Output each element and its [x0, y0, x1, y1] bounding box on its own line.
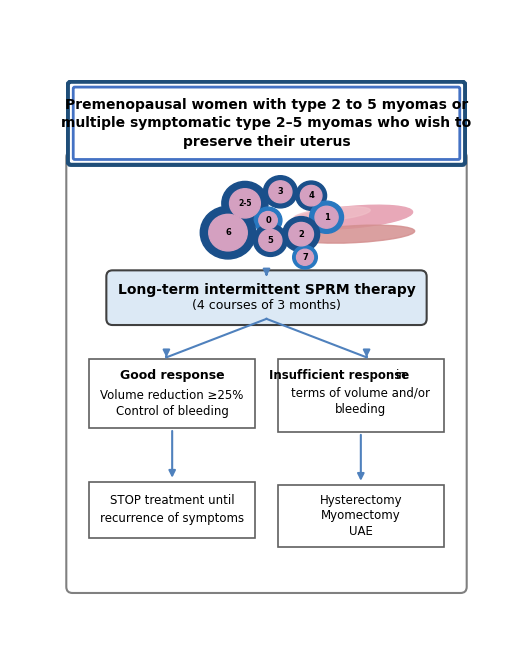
- Text: Premenopausal women with type 2 to 5 myomas or
multiple symptomatic type 2–5 myo: Premenopausal women with type 2 to 5 myo…: [61, 98, 472, 149]
- Text: bleeding: bleeding: [335, 403, 386, 416]
- Ellipse shape: [269, 181, 292, 203]
- Text: 0: 0: [265, 216, 271, 225]
- Ellipse shape: [293, 246, 317, 269]
- Ellipse shape: [295, 225, 414, 243]
- Text: (4 courses of 3 months): (4 courses of 3 months): [192, 299, 341, 312]
- Text: Hysterectomy: Hysterectomy: [319, 494, 402, 507]
- Text: 7: 7: [302, 253, 308, 262]
- Ellipse shape: [254, 207, 282, 234]
- FancyBboxPatch shape: [89, 359, 255, 428]
- Text: UAE: UAE: [349, 525, 373, 538]
- Ellipse shape: [296, 249, 314, 265]
- Text: terms of volume and/or: terms of volume and/or: [291, 386, 431, 399]
- Text: 2-5: 2-5: [238, 199, 252, 208]
- Ellipse shape: [296, 181, 327, 210]
- Text: recurrence of symptoms: recurrence of symptoms: [100, 512, 244, 525]
- Text: 3: 3: [278, 187, 283, 196]
- Ellipse shape: [200, 206, 256, 259]
- Text: 5: 5: [267, 236, 274, 244]
- FancyBboxPatch shape: [67, 151, 467, 593]
- Ellipse shape: [222, 182, 268, 225]
- Text: Control of bleeding: Control of bleeding: [116, 405, 229, 418]
- Text: Good response: Good response: [120, 369, 225, 382]
- Ellipse shape: [229, 189, 261, 218]
- Text: Volume reduction ≥25%: Volume reduction ≥25%: [100, 389, 244, 401]
- Text: Long-term intermittent SPRM therapy: Long-term intermittent SPRM therapy: [118, 283, 415, 297]
- Text: 4: 4: [308, 191, 314, 200]
- Ellipse shape: [259, 212, 277, 229]
- Ellipse shape: [289, 222, 314, 246]
- Ellipse shape: [283, 216, 320, 252]
- Ellipse shape: [315, 206, 338, 228]
- Ellipse shape: [309, 201, 344, 233]
- Ellipse shape: [259, 229, 282, 251]
- Text: 2: 2: [298, 230, 304, 238]
- FancyBboxPatch shape: [278, 359, 444, 432]
- FancyBboxPatch shape: [89, 482, 255, 538]
- Text: in: in: [395, 369, 406, 382]
- Ellipse shape: [290, 205, 412, 229]
- Text: 6: 6: [225, 228, 231, 237]
- Text: Myomectomy: Myomectomy: [321, 510, 401, 522]
- Text: Insufficient response: Insufficient response: [269, 369, 409, 382]
- Ellipse shape: [209, 214, 247, 251]
- FancyBboxPatch shape: [73, 87, 460, 160]
- Text: 1: 1: [323, 212, 330, 222]
- FancyBboxPatch shape: [278, 485, 444, 547]
- Ellipse shape: [294, 207, 370, 222]
- Ellipse shape: [301, 186, 322, 206]
- Ellipse shape: [253, 224, 287, 257]
- Text: STOP treatment until: STOP treatment until: [110, 494, 235, 507]
- FancyBboxPatch shape: [107, 271, 427, 325]
- Ellipse shape: [264, 176, 297, 208]
- FancyBboxPatch shape: [68, 81, 465, 165]
